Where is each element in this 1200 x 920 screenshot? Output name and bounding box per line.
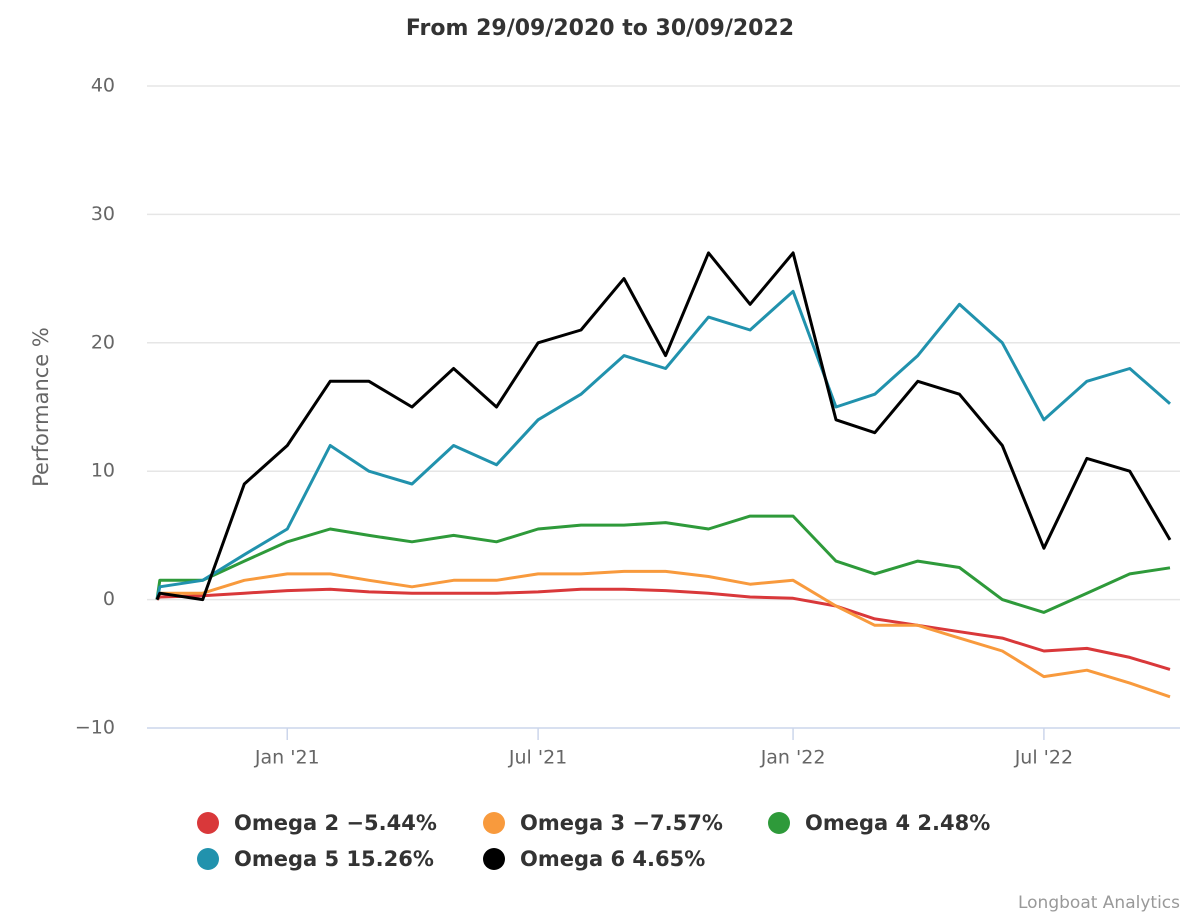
y-tick-label: 20 <box>91 331 115 353</box>
legend-marker <box>483 812 505 834</box>
y-axis-label: Performance % <box>29 327 53 487</box>
x-tick-label: Jan '22 <box>760 747 826 769</box>
legend-marker <box>197 848 219 870</box>
x-tick-label: Jul '22 <box>1014 747 1073 769</box>
series-line <box>155 514 1171 614</box>
y-tick-label: 30 <box>91 203 115 225</box>
credit: Longboat Analytics <box>1018 893 1180 913</box>
legend-label: Omega 6 4.65% <box>520 847 705 871</box>
legend-marker <box>197 812 219 834</box>
y-tick-label: 10 <box>91 460 115 482</box>
legend-label: Omega 3 −7.57% <box>520 811 723 835</box>
y-tick-label: −10 <box>75 717 115 739</box>
legend-label: Omega 5 15.26% <box>234 847 434 871</box>
y-tick-label: 0 <box>103 588 115 610</box>
series-line <box>155 251 1172 602</box>
series-line <box>155 569 1171 699</box>
y-tick-label: 40 <box>91 75 115 97</box>
legend-marker <box>768 812 790 834</box>
x-tick-label: Jan '21 <box>254 747 320 769</box>
legend-marker <box>483 848 505 870</box>
legend-label: Omega 2 −5.44% <box>234 811 437 835</box>
legend-label: Omega 4 2.48% <box>805 811 990 835</box>
series-line <box>155 587 1171 671</box>
chart-title: From 29/09/2020 to 30/09/2022 <box>406 16 794 41</box>
x-tick-label: Jul '21 <box>508 747 567 769</box>
series-line <box>155 289 1171 600</box>
